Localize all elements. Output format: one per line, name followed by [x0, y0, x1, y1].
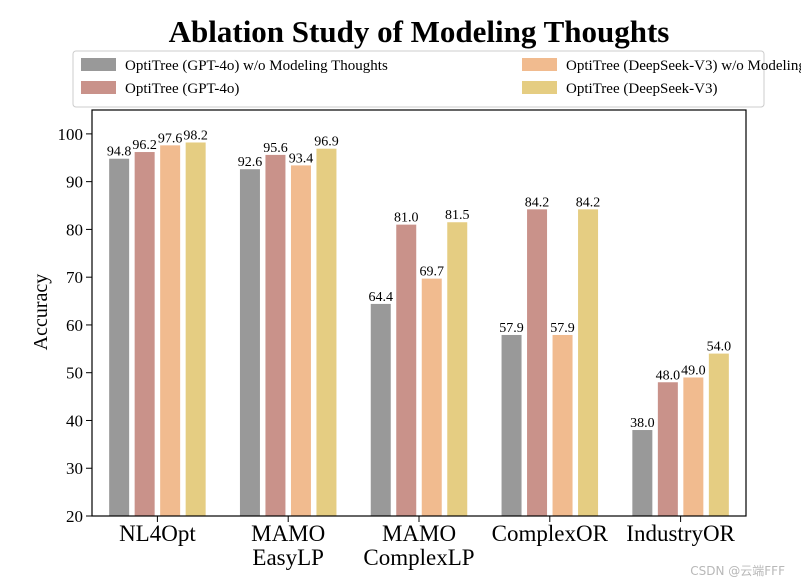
bar-value-label: 57.9	[499, 321, 524, 336]
bar	[396, 224, 417, 516]
bar-value-label: 49.0	[681, 363, 706, 378]
legend-swatch	[81, 58, 116, 71]
bar	[185, 142, 206, 517]
bars-group: 94.8 96.2 97.6 98.2 92.695.693.496.9 64.4 81.0…	[107, 128, 732, 517]
y-tick-label: 70	[66, 268, 83, 287]
y-axis: Accuracy 20 30 40 50 60 70 80 90 100	[30, 125, 92, 526]
x-tick-label: MAMO	[251, 521, 325, 546]
bar	[552, 334, 573, 516]
legend-swatch	[81, 81, 116, 94]
bar-value-label: 57.9	[550, 321, 575, 336]
legend-label: OptiTree (DeepSeek-V3) w/o Modeling Thou…	[566, 58, 801, 74]
bar	[632, 430, 653, 516]
legend-swatch	[522, 81, 557, 94]
bar	[447, 222, 468, 516]
bar	[290, 165, 311, 517]
bar-value-label: 92.6	[238, 155, 263, 170]
x-tick-label: EasyLP	[252, 545, 324, 570]
plot-frame	[91, 109, 747, 517]
bar	[527, 209, 548, 516]
legend-frame	[72, 50, 765, 108]
bar-value-label: 95.6	[263, 141, 288, 156]
bar	[501, 334, 522, 516]
bar-value-label: 98.2	[183, 128, 208, 143]
legend-label: OptiTree (DeepSeek-V3)	[566, 81, 718, 97]
y-axis-label: Accuracy	[30, 274, 52, 351]
legend-label: OptiTree (GPT-4o) w/o Modeling Thoughts	[125, 58, 388, 74]
bar-value-label: 96.9	[314, 135, 339, 150]
y-tick-label: 100	[58, 125, 84, 144]
bar-value-label: 94.8	[107, 145, 132, 160]
x-tick-label: MAMO	[382, 521, 456, 546]
legend-swatch	[522, 58, 557, 71]
y-tick-label: 20	[66, 507, 83, 526]
bar-value-label: 64.4	[369, 290, 394, 305]
legend-label: OptiTree (GPT-4o)	[125, 81, 239, 97]
bar	[708, 353, 729, 516]
bar	[265, 154, 286, 517]
x-tick-label: ComplexLP	[363, 545, 474, 570]
bar	[316, 148, 337, 517]
x-tick-label: IndustryOR	[626, 521, 735, 546]
bar-value-label: 81.5	[445, 208, 470, 223]
bar	[160, 145, 181, 516]
bar	[239, 169, 260, 516]
y-tick-label: 40	[66, 411, 83, 430]
y-tick-label: 30	[66, 459, 83, 478]
bar	[421, 278, 442, 516]
bar-value-label: 81.0	[394, 211, 419, 226]
bar-value-label: 38.0	[630, 416, 655, 431]
bar-value-label: 84.2	[525, 195, 550, 210]
bar	[109, 158, 130, 516]
bar	[657, 382, 678, 516]
legend: OptiTree (GPT-4o) w/o Modeling Thoughts O…	[72, 50, 801, 108]
bar	[370, 303, 391, 516]
chart-title: Ablation Study of Modeling Thoughts	[169, 14, 670, 49]
bar-value-label: 54.0	[707, 340, 732, 355]
y-tick-label: 50	[66, 364, 83, 383]
x-tick-label: ComplexOR	[492, 521, 609, 546]
y-tick-label: 60	[66, 316, 83, 335]
y-tick-label: 80	[66, 220, 83, 239]
bar-value-label: 84.2	[576, 195, 601, 210]
bar	[683, 377, 704, 516]
bar-value-label: 93.4	[289, 151, 314, 166]
bar-value-label: 97.6	[158, 131, 183, 146]
bar	[134, 152, 155, 516]
bar-value-label: 48.0	[656, 368, 681, 383]
bar-value-label: 69.7	[420, 265, 445, 280]
bar	[578, 209, 599, 516]
y-tick-label: 90	[66, 173, 83, 192]
watermark: CSDN @云端FFF	[690, 564, 785, 578]
bar-value-label: 96.2	[132, 138, 157, 153]
x-tick-label: NL4Opt	[119, 521, 196, 546]
